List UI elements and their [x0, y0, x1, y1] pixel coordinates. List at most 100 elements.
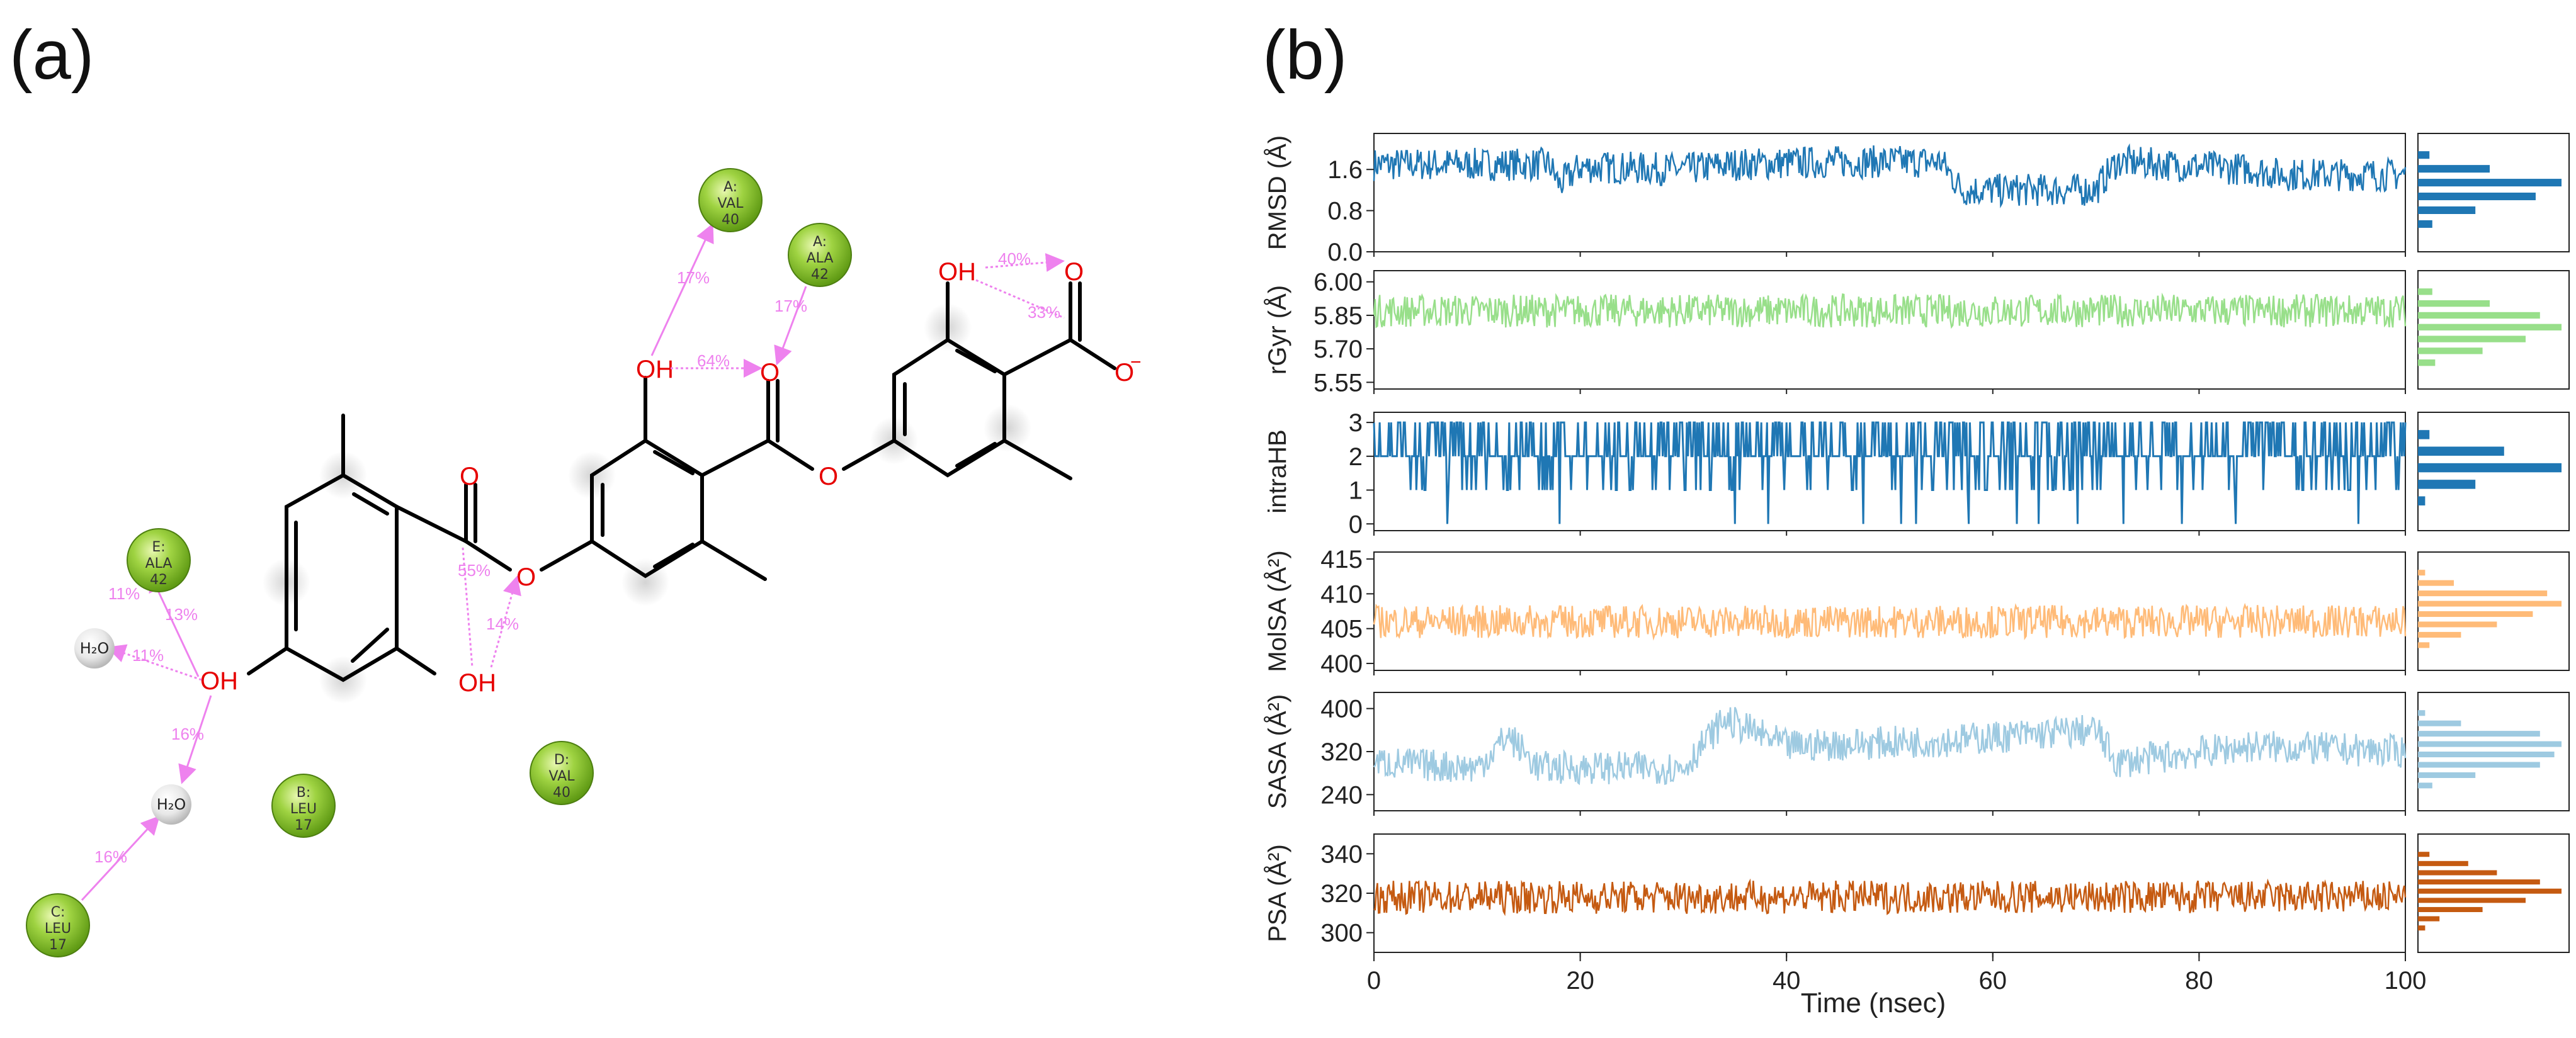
- y-tick-label: 5.85: [1314, 302, 1363, 330]
- histogram-bar: [2418, 642, 2430, 648]
- histogram-bar: [2418, 772, 2476, 778]
- histogram-bar: [2418, 347, 2483, 354]
- hbond-pct-intra64: 64%: [697, 351, 730, 370]
- y-tick-label: 415: [1320, 546, 1363, 573]
- y-tick-label: 1.6: [1327, 156, 1363, 184]
- hbond-pct-ala42e: 13%: [165, 605, 198, 624]
- histogram-bar: [2418, 852, 2430, 857]
- residue-chain: C:: [51, 905, 65, 920]
- hbond-pct-water2: 16%: [171, 725, 204, 743]
- series-trace: [1373, 143, 2407, 208]
- hbond-pct-water1-b: 11%: [132, 646, 164, 665]
- atom-o-carbonyl1: O: [460, 463, 479, 490]
- hbond-pct-intra55: 55%: [458, 561, 491, 580]
- y-tick-label: 400: [1320, 650, 1363, 678]
- y-tick-label: 5.70: [1314, 336, 1363, 363]
- histogram-bar: [2418, 731, 2540, 737]
- residue-chain: E:: [152, 539, 165, 555]
- x-tick-label: 80: [2185, 967, 2213, 995]
- series-trace: [1373, 878, 2407, 917]
- histogram-bar: [2418, 621, 2497, 628]
- series-trace: [1373, 602, 2407, 641]
- histogram-bar: [2418, 925, 2426, 931]
- histogram-bar: [2418, 720, 2461, 726]
- residue-number: 17: [295, 818, 312, 833]
- hbond-pct-intra14: 14%: [486, 614, 519, 633]
- histogram-bar: [2418, 860, 2468, 866]
- residue-chain: A:: [813, 234, 827, 250]
- residue-name: VAL: [549, 769, 576, 784]
- residue-chain: B:: [297, 785, 311, 801]
- residue-chain: D:: [554, 752, 569, 768]
- atom-o-carbonyl3: O: [1064, 258, 1084, 286]
- histogram-bar: [2418, 288, 2432, 295]
- atom-o-carbonyl2: O: [760, 359, 780, 386]
- hbond-pct-ala42: 17%: [775, 296, 807, 315]
- y-tick-label: 3: [1349, 409, 1363, 437]
- y-tick-label: 5.55: [1314, 369, 1363, 397]
- y-tick-label: 400: [1320, 696, 1363, 723]
- panel-b-label: (b): [1262, 16, 1347, 94]
- y-tick-label: 0: [1349, 511, 1363, 538]
- histogram-bar: [2418, 336, 2526, 342]
- residue-name: ALA: [807, 251, 834, 266]
- histogram-bar: [2418, 879, 2540, 885]
- histogram-bar: [2418, 631, 2461, 638]
- histogram-bar: [2418, 611, 2533, 618]
- y-tick-label: 1: [1349, 477, 1363, 505]
- x-tick-label: 20: [1566, 967, 1594, 995]
- y-tick-label: 0.8: [1327, 198, 1363, 225]
- y-tick-label: 320: [1320, 738, 1363, 766]
- histogram-bar: [2418, 206, 2476, 214]
- panel-a-label: (a): [9, 16, 94, 94]
- series-trace: [1373, 292, 2407, 329]
- y-tick-label: 405: [1320, 616, 1363, 643]
- histogram-bar: [2418, 430, 2430, 439]
- residue-number: 17: [49, 937, 67, 953]
- water-2: H₂O: [151, 784, 191, 825]
- residue-c-leu17: C: LEU 17: [26, 893, 90, 957]
- y-axis-label: PSA (Å²): [1263, 844, 1291, 942]
- hbond-pct-leu17c: 16%: [94, 847, 127, 866]
- y-tick-label: 340: [1320, 840, 1363, 868]
- x-tick-label: 0: [1367, 967, 1381, 995]
- series-trace: [1373, 421, 2407, 524]
- hbond-pct-intra40: 40%: [998, 249, 1031, 268]
- y-axis-label: rGyr (Å): [1263, 285, 1291, 375]
- residue-a-ala42: A: ALA 42: [788, 223, 852, 287]
- atom-o-carboxylate: O: [1115, 359, 1134, 386]
- histogram-bar: [2418, 446, 2504, 456]
- histogram-bar: [2418, 496, 2426, 505]
- water-1: H₂O: [74, 628, 115, 668]
- histogram-bar: [2418, 324, 2562, 330]
- plot-frame: [1373, 551, 2406, 671]
- residue-b-leu17: B: LEU 17: [271, 774, 336, 838]
- x-tick-label: 40: [1773, 967, 1801, 995]
- residue-name: VAL: [718, 196, 744, 212]
- ligand-interaction-diagram: OH OH O O OH O O OH O O − 17% 17% 64% 40…: [26, 168, 1142, 957]
- atom-o-ester1: O: [516, 563, 536, 591]
- series-trace: [1373, 707, 2407, 786]
- residue-e-ala42: E: ALA 42: [127, 528, 191, 592]
- residue-a-val40: A: VAL 40: [698, 168, 763, 232]
- plot-frame: [1373, 270, 2406, 390]
- water-2-label: H₂O: [157, 796, 186, 813]
- y-axis-label: SASA (Å²): [1263, 694, 1291, 809]
- histogram-bar: [2418, 300, 2490, 307]
- atom-oh-phenol3: OH: [636, 356, 674, 383]
- residue-number: 40: [553, 785, 570, 801]
- plot-frame: [1373, 133, 2406, 252]
- x-axis-label: Time (nsec): [1801, 988, 1946, 1018]
- hbond-pct-water1-a: 11%: [108, 584, 140, 603]
- histogram-bar: [2418, 179, 2562, 187]
- histogram-bar: [2418, 710, 2426, 716]
- histogram-bar: [2418, 601, 2562, 607]
- atom-o-ester2: O: [819, 463, 838, 490]
- water-1-label: H₂O: [80, 640, 110, 657]
- y-axis-label: RMSD (Å): [1263, 135, 1291, 250]
- histogram-bar: [2418, 480, 2476, 489]
- histogram-bar: [2418, 463, 2562, 473]
- histogram-bar: [2418, 151, 2430, 159]
- histogram-bar: [2418, 220, 2432, 228]
